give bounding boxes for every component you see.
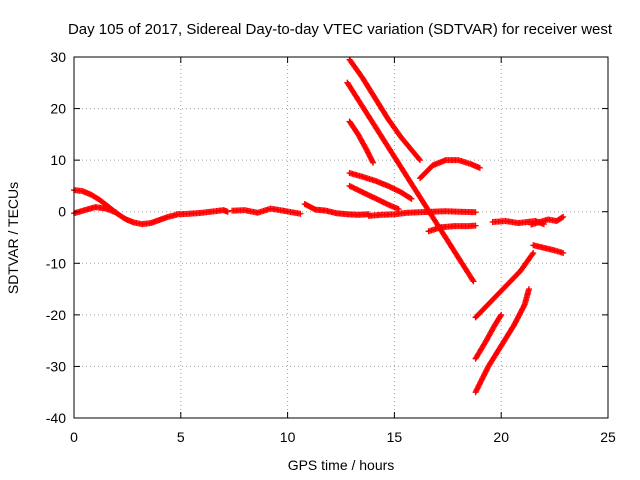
data-point bbox=[472, 209, 479, 216]
x-tick-label: 15 bbox=[387, 429, 403, 445]
series-arc-p bbox=[530, 242, 567, 256]
x-tick-labels: 0 5 10 15 20 25 bbox=[70, 429, 616, 445]
series-arc-b bbox=[71, 204, 120, 217]
data-point bbox=[417, 157, 424, 164]
data-point bbox=[521, 302, 528, 309]
data-point bbox=[416, 156, 423, 163]
series-arc-r bbox=[472, 286, 532, 396]
data-point bbox=[113, 209, 120, 216]
data-point bbox=[469, 277, 476, 284]
series-arc-c bbox=[173, 207, 231, 218]
y-tick-label: 10 bbox=[50, 152, 66, 168]
x-axis-label: GPS time / hours bbox=[288, 457, 395, 473]
series-arc-d bbox=[229, 205, 304, 217]
x-tick-label: 20 bbox=[493, 429, 509, 445]
y-tick-label: -30 bbox=[46, 358, 66, 374]
data-point bbox=[497, 313, 504, 320]
y-tick-label: -40 bbox=[46, 410, 66, 426]
series-arc-n bbox=[417, 157, 483, 182]
data-point bbox=[472, 222, 479, 229]
data-point bbox=[370, 159, 377, 166]
chart-title: Day 105 of 2017, Sidereal Day-to-day VTE… bbox=[68, 21, 613, 38]
data-point bbox=[525, 286, 532, 293]
data-point bbox=[408, 195, 415, 202]
data-point bbox=[498, 311, 505, 318]
data-point bbox=[297, 210, 304, 217]
data-point bbox=[559, 214, 566, 221]
x-tick-label: 10 bbox=[280, 429, 296, 445]
data-point bbox=[530, 249, 537, 256]
y-tick-label: 20 bbox=[50, 101, 66, 117]
y-axis-label: SDTVAR / TECUs bbox=[5, 182, 21, 294]
data-point bbox=[407, 195, 414, 202]
series-arc-j bbox=[346, 56, 424, 164]
series-arc-q bbox=[472, 311, 505, 362]
data-point bbox=[395, 206, 402, 213]
y-tick-label: -20 bbox=[46, 307, 66, 323]
y-tick-label: 30 bbox=[50, 49, 66, 65]
axis-ticks bbox=[73, 56, 609, 419]
data-point bbox=[476, 164, 483, 171]
series-arc-i bbox=[528, 213, 567, 228]
y-tick-label: -10 bbox=[46, 255, 66, 271]
y-tick-label: 0 bbox=[58, 204, 66, 220]
x-tick-label: 5 bbox=[177, 429, 185, 445]
series-arc-e bbox=[301, 200, 372, 218]
series-outliers bbox=[344, 79, 477, 285]
data-point bbox=[344, 79, 351, 86]
x-tick-label: 0 bbox=[70, 429, 78, 445]
data-point bbox=[529, 251, 536, 258]
series-arc-l bbox=[346, 170, 415, 202]
data-point bbox=[470, 278, 477, 285]
series-arc-m bbox=[346, 182, 402, 213]
x-tick-label: 25 bbox=[600, 429, 616, 445]
series-arc-o bbox=[472, 249, 537, 321]
data-point bbox=[224, 208, 231, 215]
y-tick-labels: -40 -30 -20 -10 0 10 20 30 bbox=[46, 49, 66, 426]
data-points bbox=[71, 56, 567, 396]
data-point bbox=[560, 213, 567, 220]
data-point bbox=[560, 249, 567, 256]
series-arc-k bbox=[346, 118, 377, 166]
plot-frame bbox=[73, 56, 609, 419]
